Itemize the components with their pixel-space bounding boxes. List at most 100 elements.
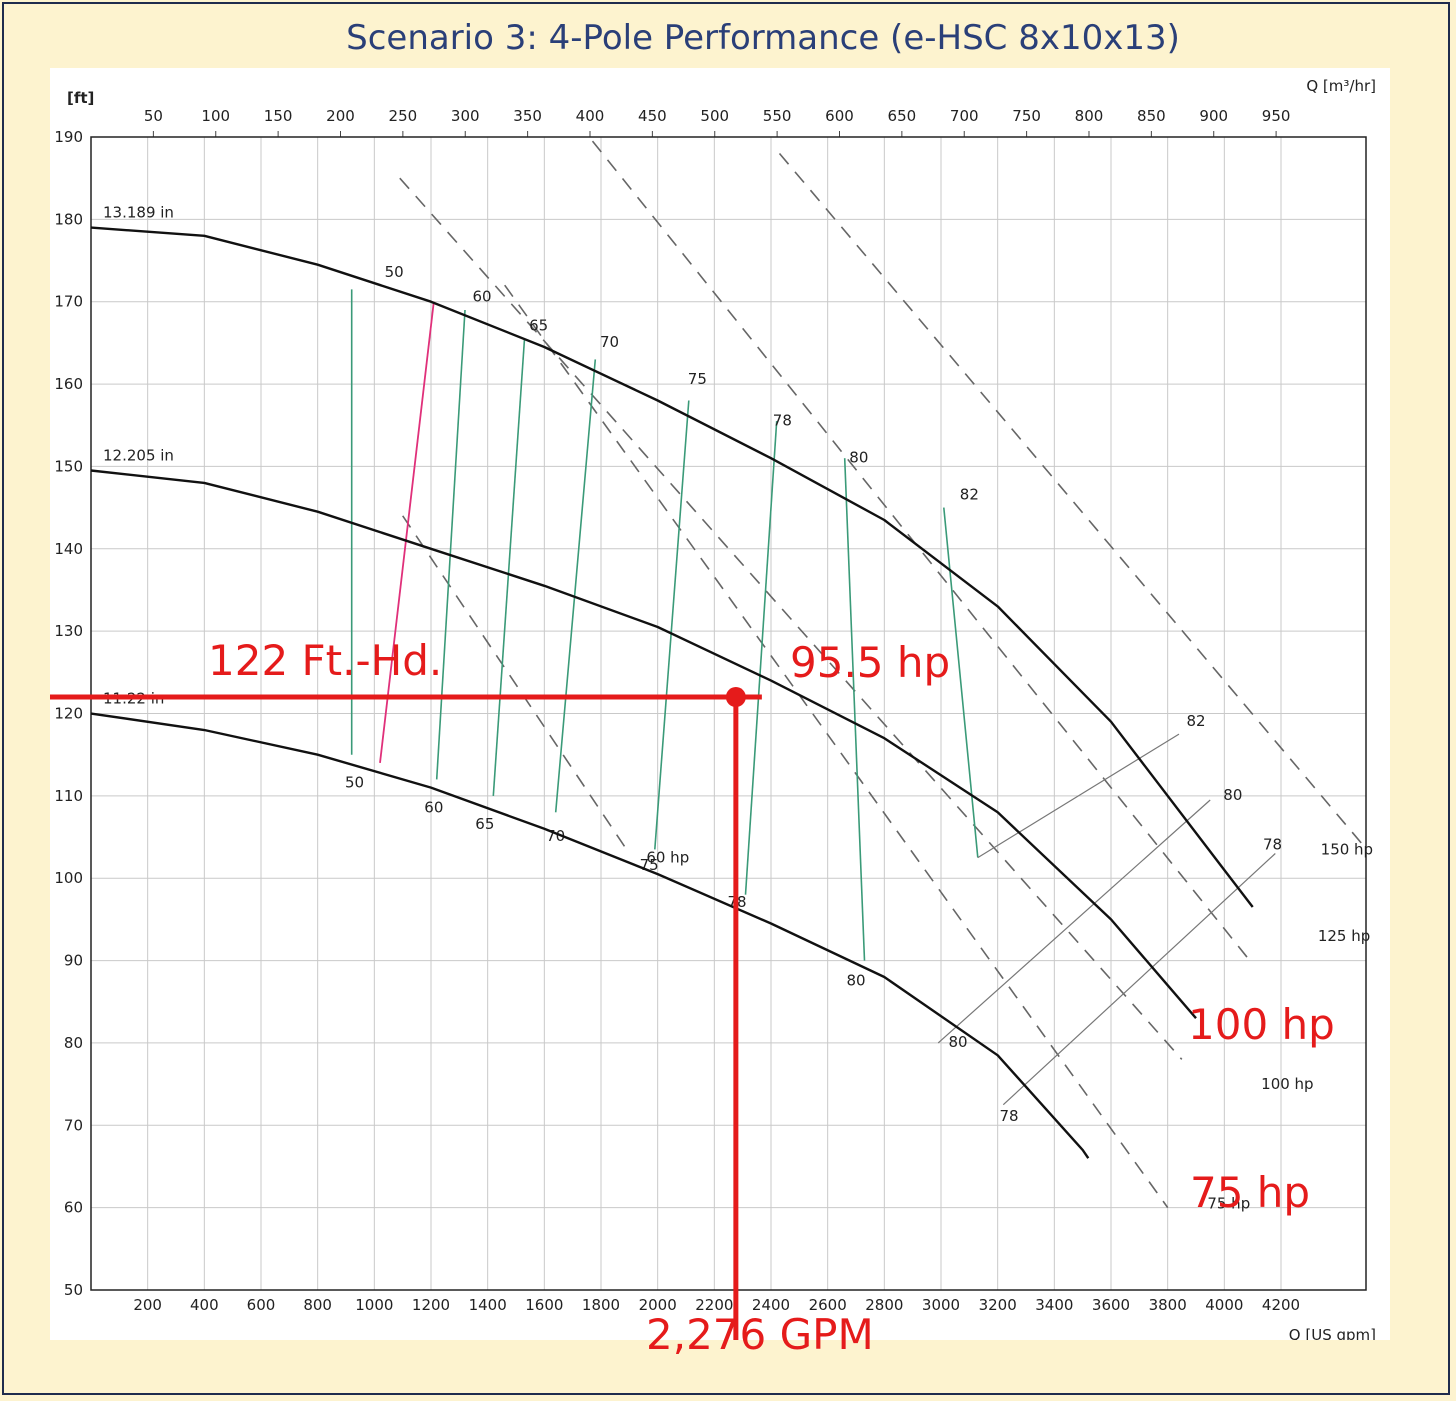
efficiency-label: 82 [1186, 712, 1205, 730]
x2-tick-label: 500 [700, 107, 729, 125]
x-tick-label: 1400 [469, 1296, 507, 1314]
x2-tick-label: 100 [201, 107, 230, 125]
x-axis-label: Q [US gpm] [1289, 1326, 1376, 1340]
x-tick-label: 3800 [1149, 1296, 1187, 1314]
y-tick-label: 160 [54, 375, 83, 393]
efficiency-label: 78 [999, 1107, 1018, 1125]
x2-tick-label: 300 [451, 107, 480, 125]
pump-curve-chart: 200 400 600 800 1000 1200 1400 1600 1800 2000 2200… [50, 77, 1376, 1340]
power-line-label: 75 hp [1207, 1195, 1250, 1213]
efficiency-line [937, 799, 1211, 1044]
motor-100hp-annotation: 100 hp [1188, 1000, 1335, 1049]
efficiency-label: 75 [688, 370, 707, 388]
efficiency-line [435, 309, 466, 780]
x-tick-label: 2000 [639, 1296, 677, 1314]
efficiency-line [843, 458, 866, 961]
x2-tick-label: 950 [1262, 107, 1291, 125]
y-tick-label: 50 [64, 1281, 83, 1299]
x-tick-label: 4000 [1205, 1296, 1243, 1314]
y-tick-label: 130 [54, 622, 83, 640]
x-tick-label: 1000 [355, 1296, 393, 1314]
head-annotation-label: 122 Ft.-Hd. [208, 636, 443, 685]
operating-point-marker [725, 687, 746, 708]
x-tick-label: 2200 [695, 1296, 733, 1314]
efficiency-line [654, 400, 690, 850]
power-line [399, 177, 1183, 1060]
x2-tick-label: 200 [326, 107, 355, 125]
efficiency-label: 80 [849, 448, 868, 466]
highlight-efficiency-line [379, 301, 435, 764]
efficiency-label: 70 [600, 333, 619, 351]
power-line [591, 140, 1251, 962]
y-tick-label: 150 [54, 457, 83, 475]
y-tick-label: 140 [54, 540, 83, 558]
efficiency-label: 50 [385, 263, 404, 281]
power-line [402, 515, 630, 854]
efficiency-label: 80 [1223, 786, 1242, 804]
x-tick-label: 1800 [582, 1296, 620, 1314]
x2-tick-label: 850 [1137, 107, 1166, 125]
chart-panel: 200 400 600 800 1000 1200 1400 1600 1800 2000 2200… [50, 68, 1390, 1340]
x2-tick-label: 600 [825, 107, 854, 125]
x-tick-label: 400 [190, 1296, 219, 1314]
y-axis-label: [ft] [67, 89, 94, 107]
x2-tick-label: 550 [763, 107, 792, 125]
impeller-diameter-label: 13.189 in [103, 204, 174, 222]
efficiency-line [554, 359, 597, 813]
efficiency-label: 65 [475, 815, 494, 833]
efficiency-line [1002, 853, 1276, 1106]
x2-tick-label: 150 [264, 107, 293, 125]
y-tick-label: 60 [64, 1199, 83, 1217]
efficiency-line [492, 338, 526, 796]
efficiency-line [977, 733, 1180, 859]
x-tick-label: 2400 [752, 1296, 790, 1314]
x-tick-label: 3200 [979, 1296, 1017, 1314]
impeller-head-curve [90, 226, 1254, 908]
power-line-label: 100 hp [1261, 1075, 1313, 1093]
y-tick-label: 170 [54, 293, 83, 311]
y-tick-label: 90 [64, 952, 83, 970]
impeller-head-curve [90, 712, 1090, 1159]
flow-annotation-label: 2,276 GPM [646, 1310, 874, 1359]
power-line-label: 150 hp [1321, 840, 1373, 858]
impeller-diameter-label: 12.205 in [103, 447, 174, 465]
efficiency-line [943, 507, 979, 858]
x2-tick-label: 450 [638, 107, 667, 125]
y-tick-label: 70 [64, 1116, 83, 1134]
efficiency-label: 60 [424, 798, 443, 816]
power-line-label: 125 hp [1318, 927, 1370, 945]
efficiency-label: 78 [1263, 835, 1282, 853]
x-tick-label: 1200 [412, 1296, 450, 1314]
x2-tick-label: 800 [1075, 107, 1104, 125]
efficiency-label: 80 [948, 1033, 967, 1051]
power-annotation-label: 95.5 hp [790, 638, 951, 687]
y-tick-label: 180 [54, 210, 83, 228]
x2-tick-label: 700 [950, 107, 979, 125]
x2-tick-label: 350 [513, 107, 542, 125]
x-tick-label: 600 [247, 1296, 276, 1314]
power-line [504, 284, 1169, 1209]
efficiency-label: 82 [960, 485, 979, 503]
y-tick-label: 110 [54, 787, 83, 805]
x-tick-label: 200 [133, 1296, 162, 1314]
efficiency-label: 50 [345, 774, 364, 792]
page-title: Scenario 3: 4-Pole Performance (e-HSC 8x… [346, 18, 1180, 58]
x-tick-label: 2600 [809, 1296, 847, 1314]
y-tick-label: 80 [64, 1034, 83, 1052]
x2-tick-label: 650 [888, 107, 917, 125]
y-tick-label: 120 [54, 705, 83, 723]
x-tick-label: 1600 [525, 1296, 563, 1314]
y-tick-label: 190 [54, 128, 83, 146]
x2-tick-label: 750 [1012, 107, 1041, 125]
x-tick-label: 3400 [1035, 1296, 1073, 1314]
impeller-head-curve [90, 469, 1197, 1019]
x2-axis-label: Q [m³/hr] [1306, 77, 1376, 95]
efficiency-label: 78 [773, 411, 792, 429]
power-line-label: 60 hp [646, 849, 689, 867]
y-tick-label: 100 [54, 869, 83, 887]
x2-tick-label: 400 [576, 107, 605, 125]
power-line [778, 152, 1364, 846]
efficiency-label: 60 [472, 288, 491, 306]
x-tick-label: 4200 [1262, 1296, 1300, 1314]
x2-tick-label: 250 [389, 107, 418, 125]
